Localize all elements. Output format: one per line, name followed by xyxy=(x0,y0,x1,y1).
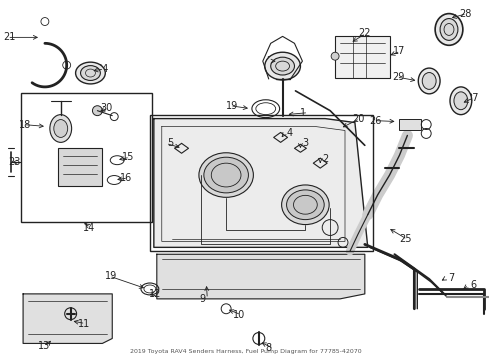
Text: 7: 7 xyxy=(448,273,454,283)
Ellipse shape xyxy=(199,153,253,197)
Bar xyxy=(21,93,152,222)
Text: 14: 14 xyxy=(82,222,95,233)
Polygon shape xyxy=(157,254,365,299)
Text: 15: 15 xyxy=(122,152,135,162)
Ellipse shape xyxy=(422,72,436,89)
Text: 2019 Toyota RAV4 Senders Harness, Fuel Pump Diagram for 77785-42070: 2019 Toyota RAV4 Senders Harness, Fuel P… xyxy=(130,349,362,354)
Bar xyxy=(58,148,102,186)
Text: 24: 24 xyxy=(266,56,279,66)
Text: 24: 24 xyxy=(97,64,109,74)
Ellipse shape xyxy=(287,190,324,220)
Ellipse shape xyxy=(204,157,248,193)
Ellipse shape xyxy=(270,57,294,75)
Ellipse shape xyxy=(450,87,472,114)
Text: 30: 30 xyxy=(100,103,113,113)
Circle shape xyxy=(93,106,102,116)
Ellipse shape xyxy=(440,19,458,40)
Polygon shape xyxy=(154,118,368,247)
Ellipse shape xyxy=(282,185,329,225)
Bar xyxy=(150,114,373,251)
Text: 25: 25 xyxy=(399,234,412,244)
Text: 13: 13 xyxy=(38,341,50,351)
Text: 19: 19 xyxy=(226,101,238,111)
Ellipse shape xyxy=(454,92,468,110)
Ellipse shape xyxy=(435,14,463,45)
Text: 11: 11 xyxy=(77,319,90,329)
Text: 18: 18 xyxy=(19,120,31,130)
Text: 21: 21 xyxy=(3,32,15,42)
Text: 23: 23 xyxy=(8,157,21,167)
Text: 9: 9 xyxy=(199,294,205,304)
Ellipse shape xyxy=(80,66,100,81)
Ellipse shape xyxy=(265,52,300,80)
Text: 6: 6 xyxy=(470,280,477,290)
Text: 3: 3 xyxy=(302,138,308,148)
Ellipse shape xyxy=(54,120,68,138)
Bar xyxy=(335,36,390,78)
Polygon shape xyxy=(23,294,112,343)
Text: 19: 19 xyxy=(105,271,117,281)
Text: 27: 27 xyxy=(466,93,478,103)
Text: 4: 4 xyxy=(286,129,293,139)
Ellipse shape xyxy=(50,114,72,142)
Text: 1: 1 xyxy=(300,108,307,118)
Text: 5: 5 xyxy=(168,138,173,148)
Text: 22: 22 xyxy=(358,28,370,39)
Text: 16: 16 xyxy=(120,173,132,183)
Text: 10: 10 xyxy=(233,310,245,320)
Text: 8: 8 xyxy=(266,343,272,354)
Circle shape xyxy=(331,52,339,60)
Text: 29: 29 xyxy=(392,72,404,82)
Bar xyxy=(399,118,421,130)
Text: 28: 28 xyxy=(459,9,471,19)
Text: 2: 2 xyxy=(322,154,328,164)
Ellipse shape xyxy=(418,68,440,94)
Text: 17: 17 xyxy=(392,46,405,56)
Ellipse shape xyxy=(75,62,105,84)
Text: 20: 20 xyxy=(352,114,364,123)
Text: 26: 26 xyxy=(369,116,382,126)
Text: 12: 12 xyxy=(149,289,162,299)
